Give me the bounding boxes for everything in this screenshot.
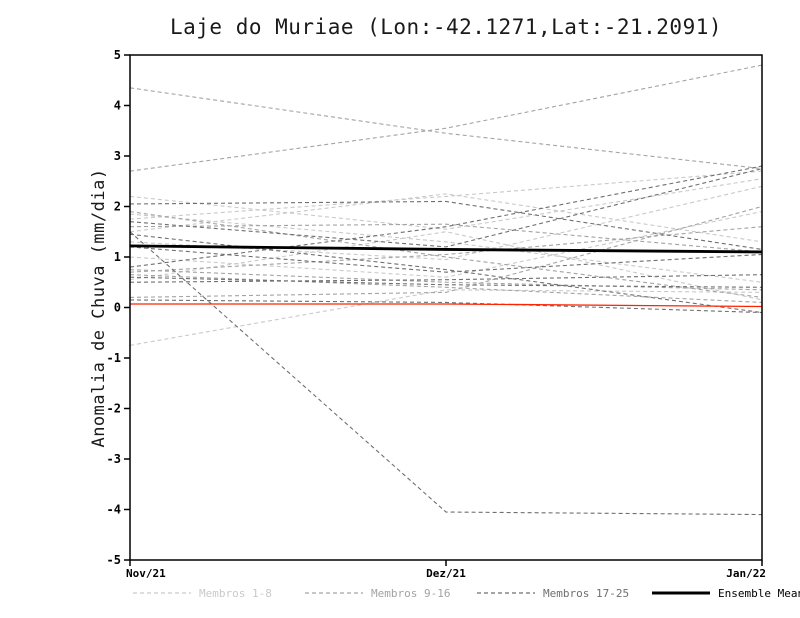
member-line — [129, 299, 763, 314]
ensemble-mean-line — [129, 244, 763, 254]
legend-item: Membros 1-8 — [133, 587, 272, 600]
legend-item: Membros 17-25 — [477, 587, 629, 600]
y-tick-label: -5 — [107, 553, 121, 567]
y-tick-label: 4 — [114, 99, 121, 113]
member-line — [129, 205, 763, 298]
member-line — [129, 231, 763, 301]
member-line — [129, 200, 763, 250]
axes-layer: -5 -4 -3 -2 -1 0 1 2 3 4 5 Nov/21 Dez/21 Jan/22 — [107, 48, 766, 580]
y-tick-label: 2 — [114, 200, 121, 214]
legend-label: Ensemble Mean — [718, 587, 800, 600]
legend-item: Membros 9-16 — [305, 587, 450, 600]
member-line — [129, 274, 763, 303]
x-tick-label: Jan/22 — [726, 567, 766, 580]
reference-line — [130, 303, 763, 308]
y-tick-label: -2 — [107, 402, 121, 416]
member-line — [129, 165, 763, 268]
member-line — [129, 276, 763, 288]
series-layer — [129, 64, 763, 516]
member-line — [129, 170, 763, 220]
chart-title: Laje do Muriae (Lon:-42.1271,Lat:-21.209… — [170, 15, 722, 39]
y-tick-label: 3 — [114, 149, 121, 163]
x-tick-label: Nov/21 — [126, 567, 166, 580]
member-line — [129, 87, 763, 170]
member-line — [129, 246, 763, 273]
member-line — [129, 213, 763, 283]
y-tick-label: 1 — [114, 250, 121, 264]
member-line — [129, 211, 763, 298]
y-axis-label: Anomalia de Chuva (mm/dia) — [89, 168, 109, 447]
plot-frame — [129, 54, 763, 561]
y-tick-label: 5 — [114, 48, 121, 62]
y-tick-label: -4 — [107, 503, 121, 517]
y-tick-label: -1 — [107, 351, 121, 365]
member-line — [129, 193, 763, 243]
y-tick-label: -3 — [107, 452, 121, 466]
member-line — [129, 64, 763, 172]
member-line — [129, 178, 763, 230]
member-line — [129, 231, 763, 516]
member-line — [129, 226, 763, 273]
x-tick-label: Dez/21 — [426, 567, 466, 580]
member-line — [129, 168, 763, 248]
legend-label: Membros 17-25 — [543, 587, 629, 600]
member-line — [129, 223, 763, 253]
legend-layer: Membros 1-8 Membros 9-16 Membros 17-25 Ense… — [133, 587, 800, 600]
legend-label: Membros 1-8 — [199, 587, 272, 600]
member-line — [129, 274, 763, 283]
member-line — [129, 289, 763, 346]
legend-item: Ensemble Mean — [652, 587, 800, 600]
member-line — [129, 269, 763, 291]
y-tick-label: 0 — [114, 301, 121, 315]
legend-label: Membros 9-16 — [371, 587, 450, 600]
